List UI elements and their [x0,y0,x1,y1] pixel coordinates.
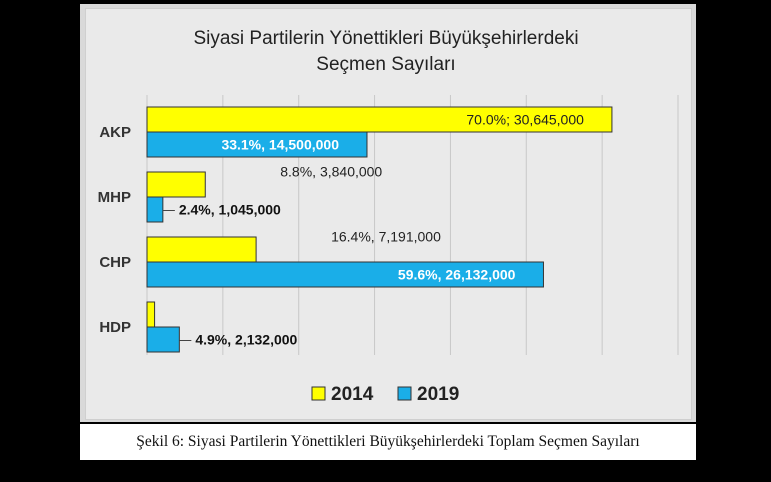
data-label-chp-2019: 59.6%, 26,132,000 [398,267,516,283]
legend-swatch-2019 [397,386,412,401]
legend: 2014 2019 [311,384,459,405]
bar-hdp-2014 [146,301,156,328]
bar-chp-2014 [146,236,257,263]
category-labels: AKP MHP CHP HDP [98,124,131,336]
data-label-akp-2019: 33.1%, 14,500,000 [221,137,339,153]
bar-chp-2019 [146,261,544,288]
bars [146,106,613,353]
category-label-akp: AKP [99,124,131,141]
chart-title-line-1: Siyasi Partilerin Yönettikleri Büyükşehi… [193,28,578,49]
figure-caption: Şekil 6: Siyasi Partilerin Yönettikleri … [80,424,696,460]
data-label-mhp-2019: 2.4%, 1,045,000 [179,202,281,218]
data-label-akp-2014: 70.0%; 30,645,000 [466,112,584,128]
category-label-hdp: HDP [99,319,131,336]
bar-mhp-2014 [146,171,206,198]
data-label-chp-2014: 16.4%, 7,191,000 [331,229,441,245]
legend-label-2019: 2019 [417,384,459,405]
bar-hdp-2019 [146,326,180,353]
data-label-hdp-2019: 4.9%, 2,132,000 [195,332,297,348]
bar-akp-2019 [146,131,368,158]
legend-swatch-2014 [311,386,326,401]
chart-panel [85,8,692,420]
bar-akp-2014 [146,106,613,133]
chart-title-line-2: Seçmen Sayıları [316,54,455,75]
category-label-chp: CHP [99,254,131,271]
data-labels: 70.0%; 30,645,000 33.1%, 14,500,000 8.8%, … [162,112,584,348]
category-label-mhp: MHP [98,189,131,206]
bar-mhp-2019 [146,196,164,223]
gridlines [146,95,679,355]
data-label-mhp-2014: 8.8%, 3,840,000 [280,164,382,180]
legend-label-2014: 2014 [331,384,374,405]
